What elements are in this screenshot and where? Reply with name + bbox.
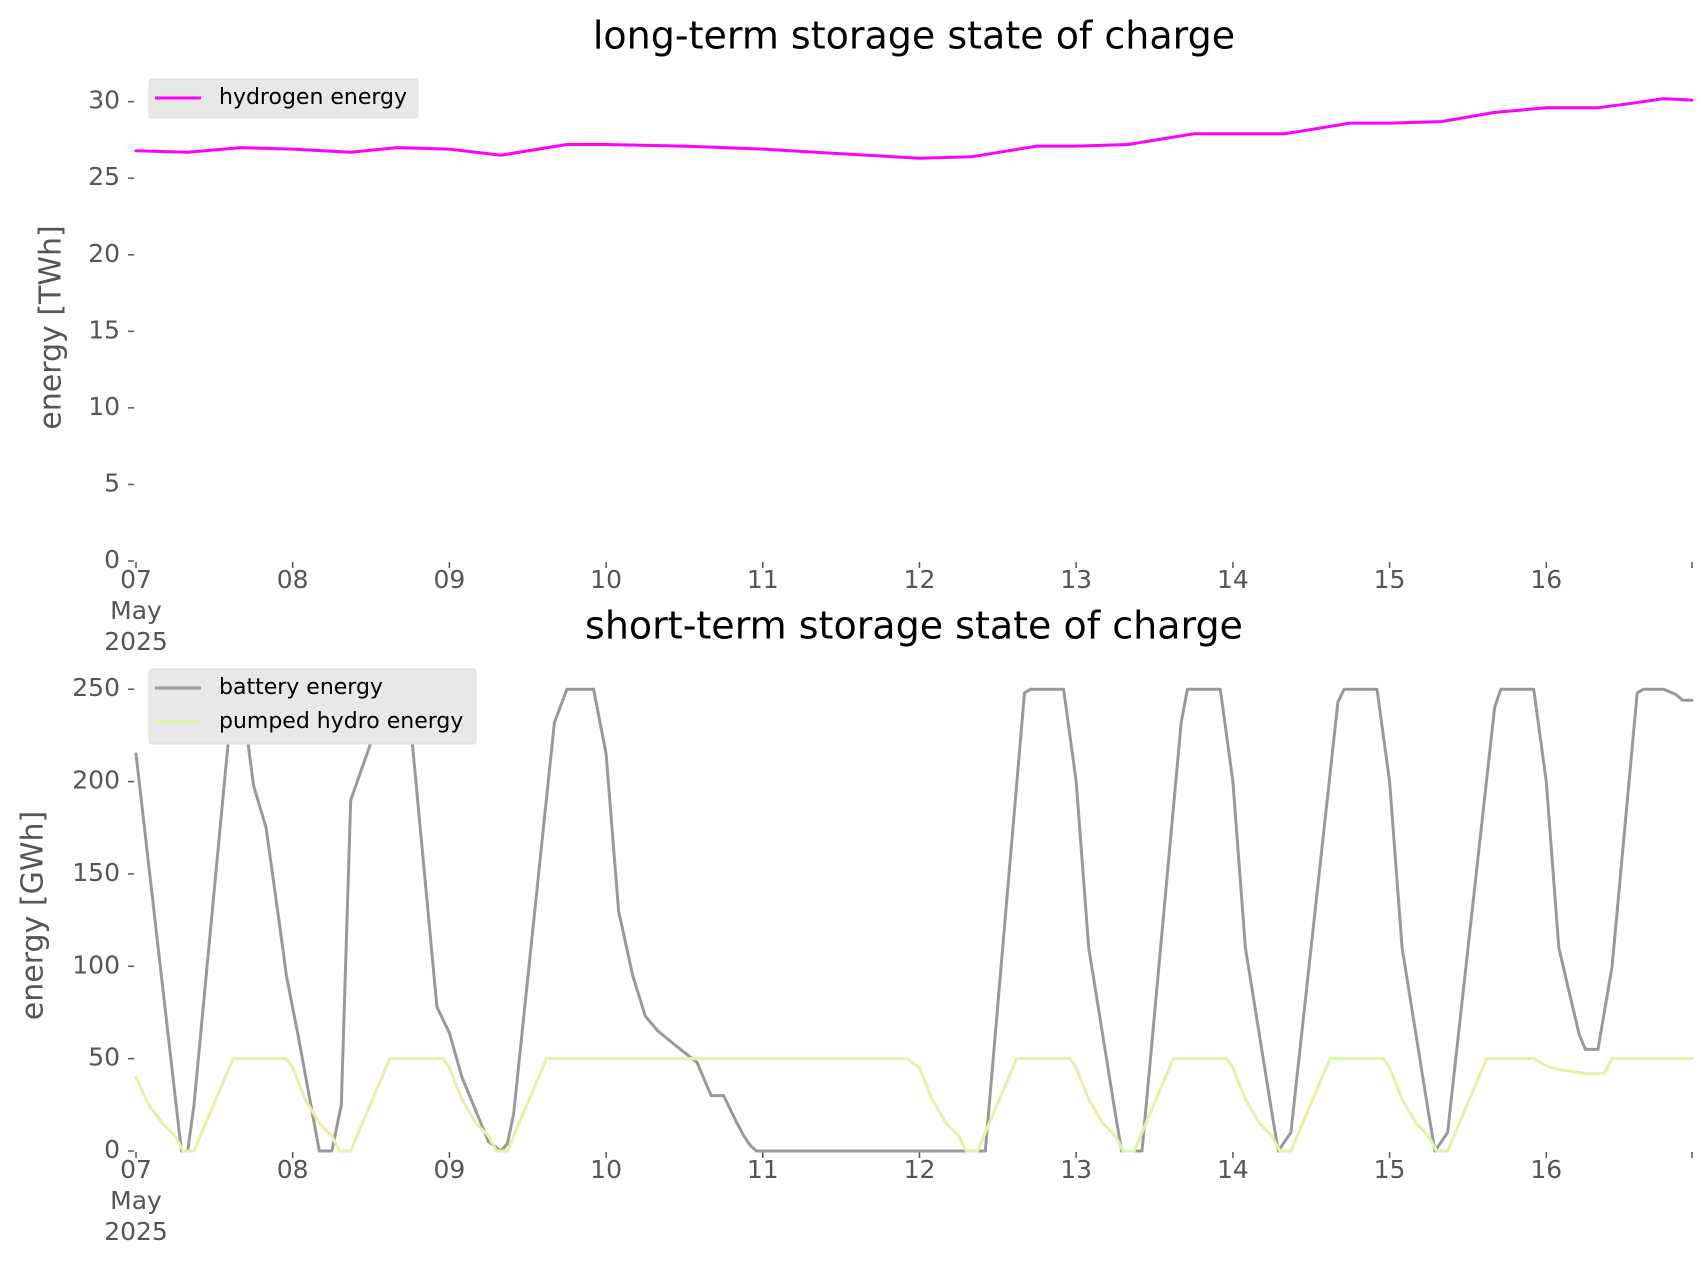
x-tick-label: 09: [433, 1155, 465, 1184]
x-tick-label: 10: [590, 1155, 622, 1184]
y-tick-label: 15: [88, 315, 120, 344]
series-line-hydrogen-energy: [134, 97, 1694, 160]
x-tick-label: 12: [904, 565, 936, 594]
y-tick-label: 30: [88, 86, 120, 115]
legend: battery energy pumped hydro energy: [148, 668, 477, 745]
x-tick-label: 08: [277, 565, 309, 594]
x-tick-label: 07 May 2025: [104, 1155, 168, 1246]
y-axis-label: energy [GWh]: [16, 811, 51, 1020]
x-tick-label: 11: [747, 565, 779, 594]
y-tick-label: 250: [72, 673, 120, 702]
y-tick-label: 10: [88, 392, 120, 421]
x-tick-label: 15: [1374, 565, 1406, 594]
legend-label: pumped hydro energy: [219, 709, 463, 734]
legend: hydrogen energy: [148, 78, 419, 119]
y-tick-label: 5: [104, 468, 120, 497]
x-tick-label: 15: [1374, 1155, 1406, 1184]
chart-panel-2: short-term storage state of charge energy…: [16, 604, 1694, 1246]
x-tick-label: 16: [1530, 1155, 1562, 1184]
y-tick-label: 200: [72, 766, 120, 795]
series-line-pumped-hydro-energy: [134, 1057, 1694, 1153]
y-tick-label: 150: [72, 858, 120, 887]
legend-box: [148, 78, 419, 119]
x-tick-label: 13: [1060, 565, 1092, 594]
legend-box: [148, 668, 477, 745]
y-tick-label: 0: [104, 1135, 120, 1164]
y-axis-label: energy [TWh]: [34, 225, 69, 429]
chart-panel-1: long-term storage state of charge energy …: [34, 14, 1694, 656]
legend-label: hydrogen energy: [219, 85, 407, 110]
series-line-battery-energy: [134, 687, 1694, 1153]
x-tick-label: 12: [904, 1155, 936, 1184]
y-tick-label: 0: [104, 545, 120, 574]
x-tick-label: 10: [590, 565, 622, 594]
y-tick-label: 25: [88, 162, 120, 191]
x-tick-label: 11: [747, 1155, 779, 1184]
x-tick-label: 14: [1217, 565, 1249, 594]
x-tick-label: 13: [1060, 1155, 1092, 1184]
legend-label: battery energy: [219, 675, 383, 700]
y-tick-label: 100: [72, 950, 120, 979]
chart-title: long-term storage state of charge: [593, 14, 1235, 58]
y-tick-label: 50: [88, 1043, 120, 1072]
x-tick-label: 07 May 2025: [104, 565, 168, 656]
x-tick-label: 09: [433, 565, 465, 594]
chart-title: short-term storage state of charge: [585, 604, 1243, 648]
x-tick-label: 16: [1530, 565, 1562, 594]
x-tick-label: 14: [1217, 1155, 1249, 1184]
y-tick-label: 20: [88, 239, 120, 268]
x-tick-label: 08: [277, 1155, 309, 1184]
